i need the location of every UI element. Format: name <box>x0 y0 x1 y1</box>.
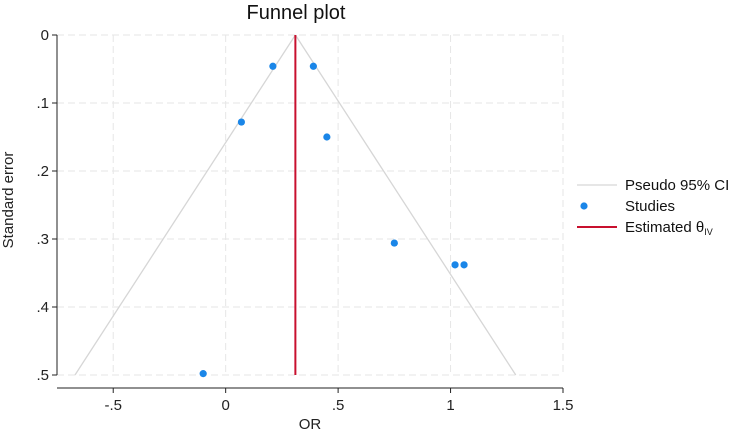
legend-item-1: Pseudo 95% CI <box>577 177 729 194</box>
pseudo-ci-upper-line <box>294 34 517 376</box>
x-tick-label: 0 <box>221 397 229 414</box>
x-tick-label: .5 <box>332 397 345 414</box>
legend-label: Studies <box>625 198 675 215</box>
legend-marker-swatch <box>580 202 588 210</box>
legend-item-2: Studies <box>580 198 675 215</box>
y-tick-label: .4 <box>36 299 49 316</box>
study-point-3 <box>237 118 246 126</box>
x-tick-label: -.5 <box>104 397 122 414</box>
y-tick-label: .5 <box>36 367 49 384</box>
pseudo-ci-lines <box>74 34 517 376</box>
x-axis-label: OR <box>299 416 322 433</box>
study-points <box>199 62 468 378</box>
study-point-5 <box>390 239 398 247</box>
legend: Pseudo 95% CI Studies Estimated θIV <box>577 177 729 237</box>
study-point-8 <box>199 370 207 378</box>
x-tick-label: 1.5 <box>553 397 574 414</box>
legend-item-3: Estimated θIV <box>577 219 713 237</box>
study-point-4 <box>323 133 331 141</box>
y-axis-ticks: 0 .1 .2 .3 .4 .5 <box>36 27 57 384</box>
study-point-1 <box>269 62 277 70</box>
axes <box>56 35 563 389</box>
pseudo-ci-lower-line <box>74 34 296 376</box>
chart-title: Funnel plot <box>247 2 346 24</box>
study-point-7 <box>460 261 468 269</box>
y-tick-label: .2 <box>36 163 49 180</box>
study-point-2 <box>309 62 317 70</box>
y-tick-label: 0 <box>41 27 49 44</box>
y-axis-label: Standard error <box>0 152 17 249</box>
y-tick-label: .3 <box>36 231 49 248</box>
x-axis-ticks: -.5 0 .5 1 1.5 <box>104 388 573 414</box>
legend-label: Pseudo 95% CI <box>625 177 729 194</box>
y-tick-label: .1 <box>36 95 49 112</box>
x-tick-label: 1 <box>446 397 454 414</box>
grid <box>57 34 564 376</box>
legend-label: Estimated θIV <box>625 219 713 237</box>
study-point-6 <box>451 261 459 269</box>
